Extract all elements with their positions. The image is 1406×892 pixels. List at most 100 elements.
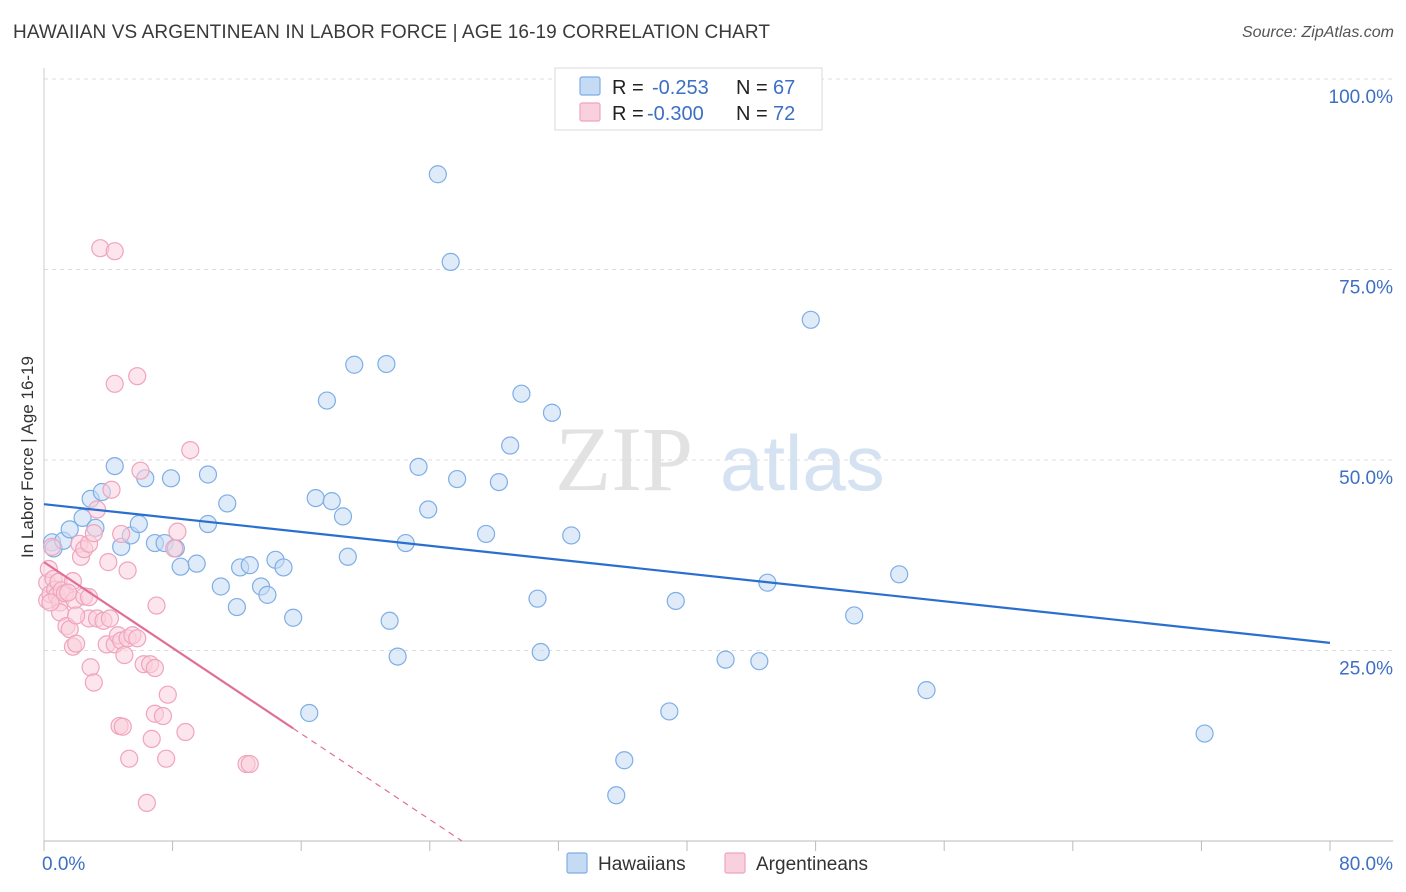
hawaiians-trend-line [43,503,1331,644]
hawaiians-point [300,703,319,723]
argentineans-point [67,606,86,625]
hawaiians-point [1195,724,1214,743]
hawaiians-point [716,650,735,669]
legend-r-value-argentineans: -0.300 [647,103,704,125]
y-axis-title: In Labor Force | Age 16-19 [18,356,37,558]
argentineans-point [59,583,78,602]
y-tick-label-100: 100.0% [1329,87,1394,108]
x-tick-label-max: 80.0% [1339,854,1393,875]
hawaiians-point [198,514,218,534]
argentineans-point [168,522,187,541]
legend-swatch-hawaiians [579,76,601,96]
legend-swatch-argentineans [579,102,601,122]
argentineans-point [142,729,161,748]
hawaiians-point [306,489,325,508]
hawaiians-point [501,436,520,455]
argentineans-point [105,374,124,393]
chart-title: HAWAIIAN VS ARGENTINEAN IN LABOR FORCE |… [13,22,771,43]
hawaiians-point [801,310,820,329]
hawaiians-point [409,457,428,476]
hawaiians-point [531,642,550,662]
y-tick-label-50: 50.0% [1339,468,1393,489]
argentineans-point [147,596,166,615]
argentineans-point [128,629,147,648]
argentineans-point [131,461,150,480]
hawaiians-point [428,165,447,184]
legend-n-value-argentineans: 72 [773,103,795,125]
argentineans-point [41,593,60,612]
hawaiians-point [218,494,237,513]
hawaiians-point [542,403,562,422]
hawaiians-point [441,252,460,271]
argentineans-point [84,673,103,692]
hawaiians-point [615,751,634,770]
y-tick-label-25: 25.0% [1339,659,1393,680]
hawaiians-point [528,589,547,608]
hawaiians-point [105,456,124,476]
argentineans-point [137,793,156,813]
argentineans-point [118,561,137,580]
hawaiians-point [562,526,581,545]
argentineans-point [102,480,121,499]
hawaiians-point [284,608,303,627]
hawaiians-point [607,786,626,805]
hawaiians-point [258,585,277,604]
bottom-legend-label-hawaiians: Hawaiians [598,854,686,875]
argentineans-point [84,524,103,543]
hawaiians-point [161,469,181,488]
hawaiians-point [448,469,467,489]
argentineans-point [105,242,124,261]
hawaiians-point [666,591,685,611]
hawaiians-point [750,652,769,671]
argentineans-trend-line-extension [292,727,463,842]
hawaiians-point [60,520,79,539]
legend-r-label-argentineans: R = [612,103,644,125]
argentineans-point [67,634,86,653]
bottom-legend-swatch-hawaiians [566,852,588,874]
trend-lines [43,503,1331,842]
argentineans-point [176,722,195,742]
argentineans-point [153,706,173,726]
legend-n-label-hawaiians: N = [736,77,768,99]
hawaiians-point [489,472,509,492]
argentineans-point [100,609,120,628]
watermark-zip: ZIP [555,408,693,510]
argentineans-point [165,539,184,558]
argentineans-trend-line [43,561,294,730]
legend-n-value-hawaiians: 67 [773,77,795,99]
argentineans-point [158,685,177,704]
argentineans-point [112,524,131,544]
argentineans-point [115,645,134,665]
hawaiians-point [380,611,399,630]
hawaiians-point [476,524,496,544]
correlation-legend: R = -0.253 N = 67 R = -0.300 N = 72 [554,67,823,131]
hawaiians-point [198,465,218,484]
hawaiians-point [845,606,864,625]
legend-r-label-hawaiians: R = [612,77,644,99]
hawaiians-point [890,565,909,584]
hawaiians-point [129,514,148,534]
hawaiians-point [187,554,206,573]
argentineans-point [240,754,259,774]
hawaiians-point [338,547,357,566]
hawaiians-point [317,391,337,410]
argentineans-point [81,658,100,677]
hawaiians-point [274,558,293,577]
series-legend: Hawaiians Argentineans [566,852,868,875]
watermark-atlas: atlas [720,419,885,507]
hawaiians-point [227,597,246,617]
hawaiians-point [345,355,364,374]
y-tick-labels: 25.0% 50.0% 75.0% 100.0% [1329,87,1394,680]
hawaiians-point [333,507,353,526]
argentineans-point [42,537,62,556]
legend-r-value-hawaiians: -0.253 [652,77,709,99]
bottom-legend-label-argentineans: Argentineans [756,854,868,875]
hawaiians-point [211,577,230,596]
argentineans-point [157,749,176,768]
y-tick-label-75: 75.0% [1339,278,1393,299]
chart-source: Source: ZipAtlas.com [1241,24,1394,41]
argentineans-point [113,717,132,736]
hawaiians-point [171,557,190,576]
axes [43,68,1393,851]
